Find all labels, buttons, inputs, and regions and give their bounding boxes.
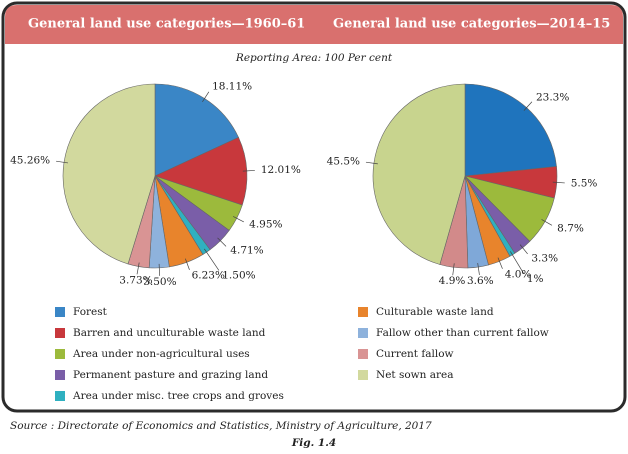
legend-label: Net sown area bbox=[376, 369, 454, 381]
legend-swatch bbox=[358, 307, 368, 317]
leader-line bbox=[519, 244, 528, 255]
legend-swatch bbox=[55, 370, 65, 380]
data-label: 4.9% bbox=[439, 275, 466, 287]
data-label: 3.6% bbox=[467, 275, 494, 287]
leader-line bbox=[477, 263, 480, 276]
data-label: 4.95% bbox=[249, 219, 282, 231]
data-label: 5.5% bbox=[571, 177, 598, 189]
data-label: 4.71% bbox=[230, 245, 263, 257]
data-label: 12.01% bbox=[261, 164, 301, 176]
chart-title: General land use categories—2014–15 bbox=[333, 17, 610, 32]
legend-label: Barren and unculturable waste land bbox=[73, 327, 266, 339]
data-label: 4.0% bbox=[505, 268, 532, 280]
legend-swatch bbox=[358, 370, 368, 380]
leader-line bbox=[202, 91, 210, 103]
legend-label: Current fallow bbox=[376, 348, 454, 360]
leader-line bbox=[158, 263, 160, 276]
legend-label: Area under non-agricultural uses bbox=[72, 348, 250, 360]
data-label: 6.23% bbox=[192, 269, 225, 281]
leader-line bbox=[217, 237, 227, 247]
legend-label: Culturable waste land bbox=[376, 306, 494, 318]
legend-swatch bbox=[55, 391, 65, 401]
subtitle: Reporting Area: 100 Per cent bbox=[235, 52, 393, 64]
source: Source : Directorate of Economics and St… bbox=[10, 420, 432, 432]
leader-line bbox=[541, 219, 553, 226]
data-label: 8.7% bbox=[557, 222, 584, 234]
legend-swatch bbox=[55, 328, 65, 338]
data-label: 1.50% bbox=[222, 269, 255, 281]
leader-line bbox=[365, 161, 378, 165]
leader-line bbox=[136, 262, 140, 275]
data-label: 1% bbox=[527, 273, 544, 285]
leader-line bbox=[497, 257, 503, 269]
leader-line bbox=[204, 248, 220, 271]
leader-line bbox=[233, 216, 244, 223]
legend-swatch bbox=[55, 307, 65, 317]
data-label: 45.5% bbox=[327, 155, 360, 167]
leader-line bbox=[185, 258, 190, 270]
data-label: 45.26% bbox=[10, 154, 50, 166]
chart-title: General land use categories—1960–61 bbox=[28, 17, 305, 32]
leader-line bbox=[523, 101, 533, 111]
legend-label: Forest bbox=[73, 306, 108, 318]
leader-line bbox=[552, 181, 565, 184]
data-label: 3.50% bbox=[143, 276, 176, 288]
legend-swatch bbox=[358, 349, 368, 359]
figure-label: Fig. 1.4 bbox=[291, 437, 336, 449]
legend-swatch bbox=[358, 328, 368, 338]
data-label: 23.3% bbox=[536, 91, 569, 103]
header-band bbox=[5, 5, 623, 44]
data-label: 18.11% bbox=[212, 81, 252, 93]
leader-line bbox=[510, 251, 525, 274]
leader-line bbox=[452, 263, 455, 276]
data-label: 3.3% bbox=[531, 253, 558, 265]
legend-label: Fallow other than current fallow bbox=[376, 327, 549, 339]
leader-line bbox=[242, 170, 255, 172]
data-label: 3.73% bbox=[119, 274, 152, 286]
legend-swatch bbox=[55, 349, 65, 359]
legend-label: Area under misc. tree crops and groves bbox=[72, 390, 284, 402]
legend-label: Permanent pasture and grazing land bbox=[73, 369, 268, 381]
leader-line bbox=[56, 160, 69, 164]
